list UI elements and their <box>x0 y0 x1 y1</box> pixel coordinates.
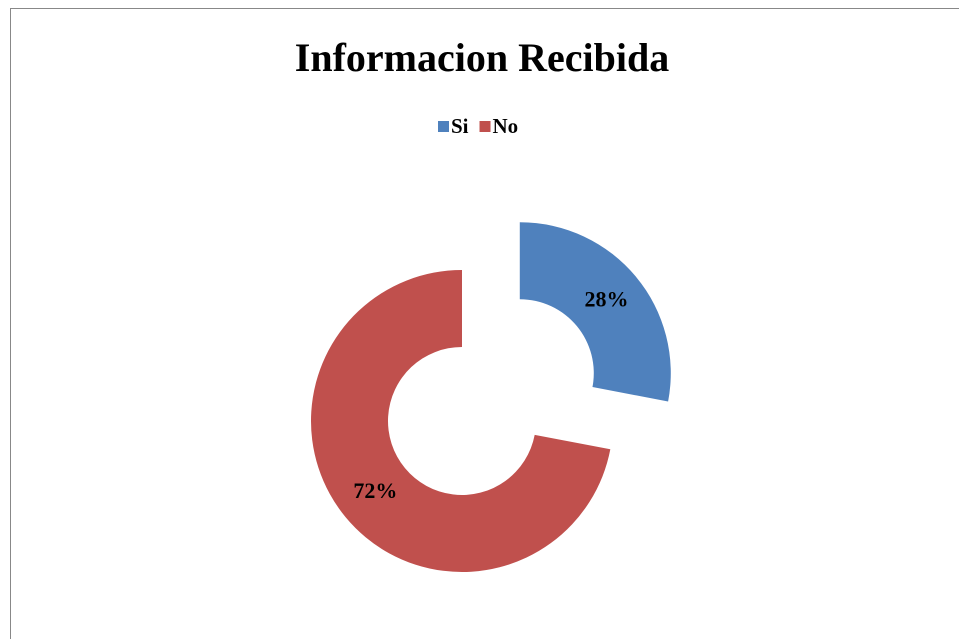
donut-segment <box>311 270 611 572</box>
legend-swatch <box>438 121 449 132</box>
donut-segment <box>519 222 671 402</box>
data-label: 28% <box>584 287 628 312</box>
legend-swatch <box>479 121 491 132</box>
legend-label: Si <box>451 114 469 138</box>
data-label: 72% <box>353 478 397 503</box>
chart-title: Informacion Recibida <box>295 35 669 80</box>
legend-label: No <box>493 114 519 138</box>
